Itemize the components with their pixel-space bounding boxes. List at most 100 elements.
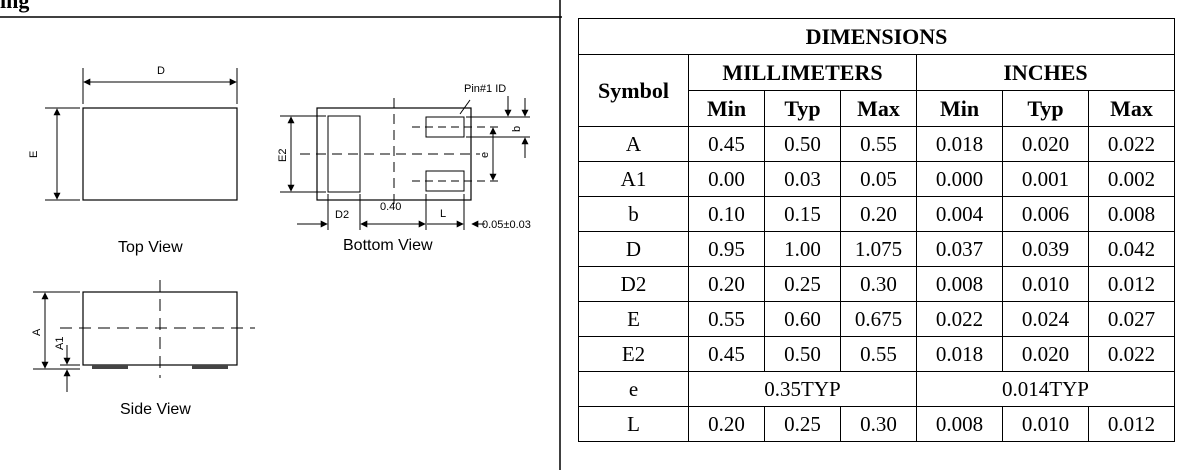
cell: 0.010 xyxy=(1003,407,1089,442)
cell: 0.20 xyxy=(841,197,917,232)
label-gap: 0.05±0.03 xyxy=(482,219,531,231)
label-l: L xyxy=(440,208,446,220)
cell: 0.10 xyxy=(689,197,765,232)
row-symbol: A1 xyxy=(579,162,689,197)
row-symbol: b xyxy=(579,197,689,232)
cell: 0.675 xyxy=(841,302,917,337)
row-symbol: A xyxy=(579,127,689,162)
label-d2: D2 xyxy=(335,209,349,221)
row-symbol: D xyxy=(579,232,689,267)
subheader-max-in: Max xyxy=(1089,91,1175,127)
cell: 0.45 xyxy=(689,127,765,162)
cell: 0.000 xyxy=(917,162,1003,197)
cell: 0.55 xyxy=(841,337,917,372)
cell: 0.008 xyxy=(1089,197,1175,232)
cell: 0.50 xyxy=(765,337,841,372)
subheader-typ-mm: Typ xyxy=(765,91,841,127)
cell: 1.00 xyxy=(765,232,841,267)
cell: 0.012 xyxy=(1089,267,1175,302)
table-row: E 0.55 0.60 0.675 0.022 0.024 0.027 xyxy=(579,302,1175,337)
row-symbol: D2 xyxy=(579,267,689,302)
bottom-view: E2 e b Pin#1 ID D2 0.40 L xyxy=(277,83,531,254)
cell: 0.55 xyxy=(841,127,917,162)
side-view-caption: Side View xyxy=(120,401,191,418)
subheader-max-mm: Max xyxy=(841,91,917,127)
cell: 0.00 xyxy=(689,162,765,197)
cell: 0.60 xyxy=(765,302,841,337)
label-e-pitch: e xyxy=(479,152,491,158)
label-pitch: 0.40 xyxy=(380,201,401,213)
table-title: DIMENSIONS xyxy=(579,19,1175,55)
cell: 0.15 xyxy=(765,197,841,232)
row-symbol: L xyxy=(579,407,689,442)
symbol-header: Symbol xyxy=(579,55,689,127)
top-view-body xyxy=(83,108,237,200)
top-view-caption: Top View xyxy=(118,239,183,256)
row-symbol: E2 xyxy=(579,337,689,372)
label-b: b xyxy=(511,126,523,132)
package-drawing: D E Top View E2 e xyxy=(0,0,562,470)
table-row: b 0.10 0.15 0.20 0.004 0.006 0.008 xyxy=(579,197,1175,232)
side-pad-right xyxy=(192,365,228,369)
cell: 0.018 xyxy=(917,127,1003,162)
table-row: A1 0.00 0.03 0.05 0.000 0.001 0.002 xyxy=(579,162,1175,197)
cell: 0.022 xyxy=(917,302,1003,337)
cell: 0.006 xyxy=(1003,197,1089,232)
cell: 0.03 xyxy=(765,162,841,197)
cell: 0.95 xyxy=(689,232,765,267)
subheader-min-mm: Min xyxy=(689,91,765,127)
label-e: E xyxy=(28,151,40,158)
cell: 0.002 xyxy=(1089,162,1175,197)
bottom-view-caption: Bottom View xyxy=(343,237,433,254)
table-row: e 0.35TYP 0.014TYP xyxy=(579,372,1175,407)
label-pin1-id: Pin#1 ID xyxy=(464,83,506,95)
cell: 0.042 xyxy=(1089,232,1175,267)
drawing-panel: ing D E Top View xyxy=(0,0,562,470)
cell: 0.50 xyxy=(765,127,841,162)
cell: 0.008 xyxy=(917,407,1003,442)
label-a: A xyxy=(31,328,43,336)
cell: 0.45 xyxy=(689,337,765,372)
cell: 0.004 xyxy=(917,197,1003,232)
top-view: D E Top View xyxy=(28,65,237,256)
side-view: A A1 Side View xyxy=(31,280,255,418)
cell: 0.008 xyxy=(917,267,1003,302)
cell: 0.022 xyxy=(1089,127,1175,162)
dimensions-table: DIMENSIONS Symbol MILLIMETERS INCHES Min… xyxy=(578,18,1175,442)
label-e2: E2 xyxy=(277,149,289,162)
row-symbol: e xyxy=(579,372,689,407)
cell: 0.037 xyxy=(917,232,1003,267)
label-d: D xyxy=(157,65,165,77)
table-row: D2 0.20 0.25 0.30 0.008 0.010 0.012 xyxy=(579,267,1175,302)
table-row: D 0.95 1.00 1.075 0.037 0.039 0.042 xyxy=(579,232,1175,267)
cell: 0.039 xyxy=(1003,232,1089,267)
label-a1: A1 xyxy=(54,337,66,350)
cell: 0.020 xyxy=(1003,127,1089,162)
group-header-mm: MILLIMETERS xyxy=(689,55,917,91)
table-row: E2 0.45 0.50 0.55 0.018 0.020 0.022 xyxy=(579,337,1175,372)
cell: 0.20 xyxy=(689,407,765,442)
side-pad-left xyxy=(92,365,128,369)
cell: 0.010 xyxy=(1003,267,1089,302)
cell: 0.20 xyxy=(689,267,765,302)
cell: 0.55 xyxy=(689,302,765,337)
cell: 0.018 xyxy=(917,337,1003,372)
cell: 0.05 xyxy=(841,162,917,197)
table-row: A 0.45 0.50 0.55 0.018 0.020 0.022 xyxy=(579,127,1175,162)
cell: 0.30 xyxy=(841,407,917,442)
cell-typ-in: 0.014TYP xyxy=(917,372,1175,407)
cell: 0.027 xyxy=(1089,302,1175,337)
cell: 0.022 xyxy=(1089,337,1175,372)
cell: 0.024 xyxy=(1003,302,1089,337)
cell: 0.012 xyxy=(1089,407,1175,442)
cell: 0.30 xyxy=(841,267,917,302)
table-row: L 0.20 0.25 0.30 0.008 0.010 0.012 xyxy=(579,407,1175,442)
group-header-in: INCHES xyxy=(917,55,1175,91)
cell-typ-mm: 0.35TYP xyxy=(689,372,917,407)
cell: 0.25 xyxy=(765,407,841,442)
subheader-typ-in: Typ xyxy=(1003,91,1089,127)
cell: 1.075 xyxy=(841,232,917,267)
row-symbol: E xyxy=(579,302,689,337)
subheader-min-in: Min xyxy=(917,91,1003,127)
cell: 0.020 xyxy=(1003,337,1089,372)
